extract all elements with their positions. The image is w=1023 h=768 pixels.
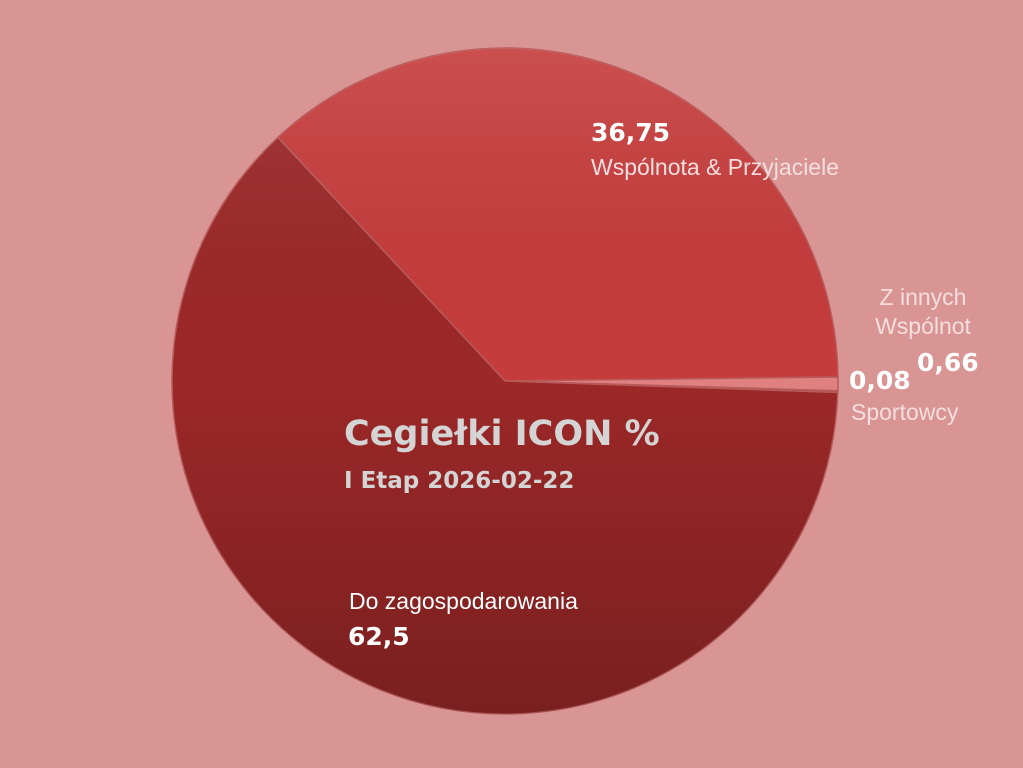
slice-value-sportowcy: 0,08 — [849, 366, 911, 395]
slice-label-wspolnota: Wspólnota & Przyjaciele — [591, 154, 839, 180]
slice-value-wspolnota: 36,75 — [591, 118, 671, 147]
slice-label-z-innych: Z innych Wspólnot — [875, 284, 971, 339]
slice-value-z-innych: 0,66 — [917, 348, 979, 377]
slice-label-sportowcy: Sportowcy — [851, 399, 959, 425]
chart-subtitle: I Etap 2026-02-22 — [344, 468, 575, 494]
chart-title: Cegiełki ICON % — [344, 414, 660, 454]
slice-label-do-zagospodarowania: Do zagospodarowania — [349, 588, 578, 614]
slice-value-do-zagospodarowania: 62,5 — [348, 622, 410, 651]
